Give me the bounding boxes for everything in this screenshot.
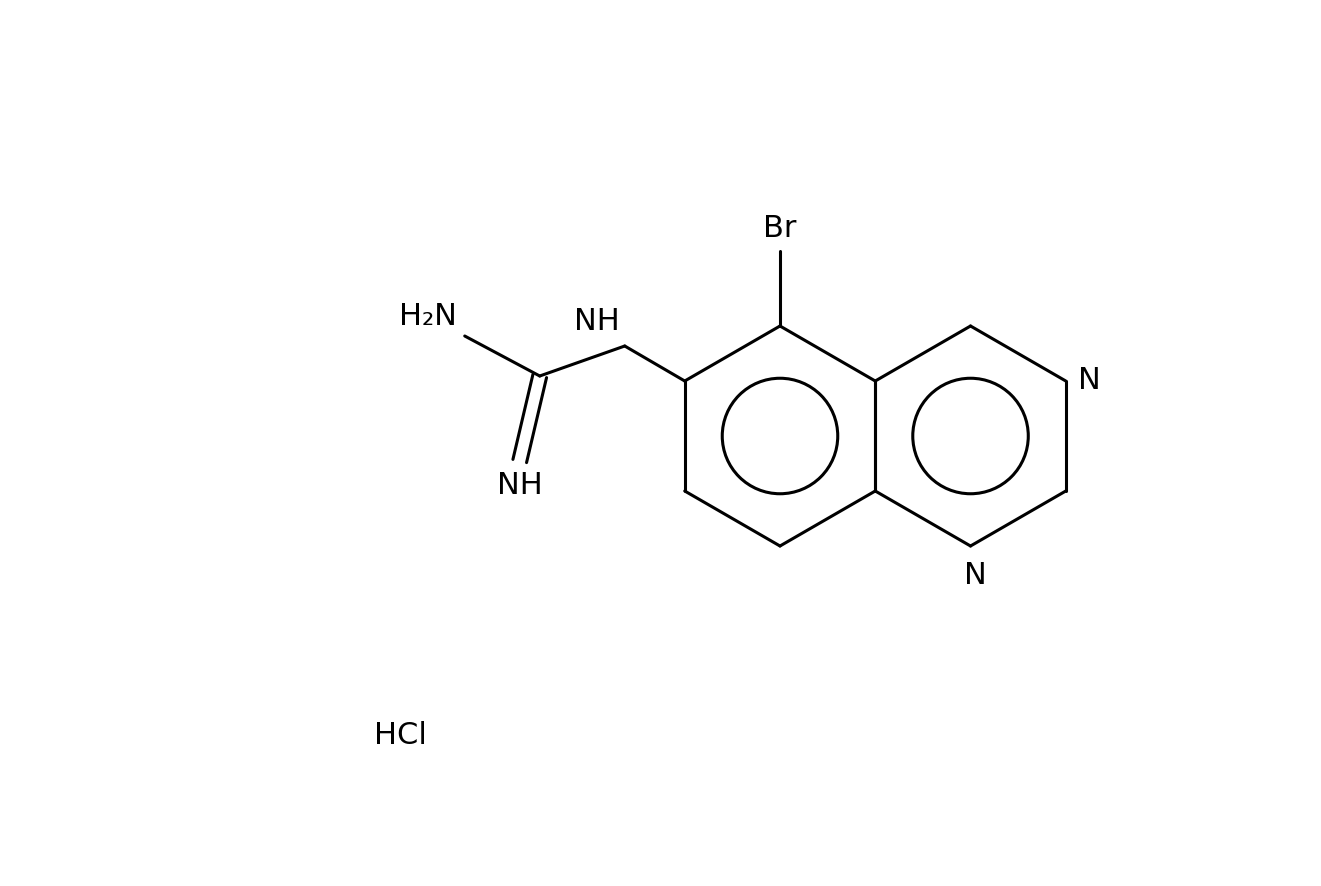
Text: NH: NH xyxy=(575,307,620,336)
Text: NH: NH xyxy=(497,471,543,500)
Text: N: N xyxy=(964,561,987,590)
Text: H₂N: H₂N xyxy=(399,302,457,331)
Text: Br: Br xyxy=(764,214,797,243)
Text: HCl: HCl xyxy=(374,721,427,750)
Text: N: N xyxy=(1078,367,1100,395)
